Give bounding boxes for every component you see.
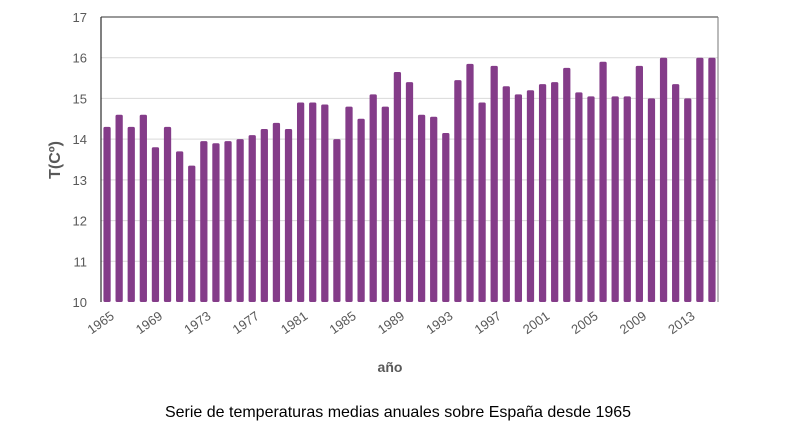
bar-1975 <box>224 141 232 302</box>
y-tick-label: 12 <box>73 214 87 229</box>
x-tick-label: 1985 <box>326 308 358 337</box>
x-tick-label: 1969 <box>133 308 165 337</box>
bar-2004 <box>575 92 583 302</box>
x-tick-label: 1973 <box>181 308 213 337</box>
bar-1995 <box>466 63 474 303</box>
y-tick-label: 16 <box>73 51 87 66</box>
bar-2014 <box>696 57 704 302</box>
bar-1986 <box>357 118 365 303</box>
y-tick-label: 11 <box>74 254 88 269</box>
y-tick-label: 17 <box>73 10 87 25</box>
bar-2011 <box>659 57 668 302</box>
x-tick-labels: 1965 1969 1973 1977 1981 1985 1989 1993 1997 2001… <box>84 308 697 337</box>
x-tick-label: 1977 <box>230 308 262 337</box>
bar-1993 <box>442 133 450 302</box>
bar-1997 <box>490 65 498 302</box>
bar-1988 <box>381 106 389 302</box>
bar-2007 <box>611 96 619 303</box>
x-tick-label: 1989 <box>375 308 407 337</box>
bar-1983 <box>321 104 329 303</box>
bar-2009 <box>635 65 643 302</box>
bar-2010 <box>647 98 656 302</box>
y-tick-label: 13 <box>73 173 87 188</box>
bar-1990 <box>405 82 414 303</box>
bar-1979 <box>272 122 281 302</box>
y-tick-labels: 10 11 12 13 14 15 16 17 <box>73 10 87 310</box>
bar-1978 <box>260 128 268 302</box>
bar-1984 <box>333 139 341 302</box>
bar-1969 <box>151 147 160 302</box>
bar-1965 <box>103 126 111 302</box>
bar-1968 <box>139 114 147 302</box>
bar-1985 <box>345 106 353 302</box>
bar-2000 <box>526 90 535 303</box>
x-tick-label: 1981 <box>278 308 310 337</box>
bar-1989 <box>393 71 402 302</box>
bar-2013 <box>684 98 692 302</box>
bar-2015 <box>708 57 716 302</box>
bar-1999 <box>514 94 523 302</box>
bar-2012 <box>672 84 680 302</box>
bar-1992 <box>430 116 438 302</box>
bar-1977 <box>248 135 256 302</box>
bar-1987 <box>369 94 377 302</box>
bar-1966 <box>115 114 123 302</box>
bar-1982 <box>309 102 317 302</box>
bar-2008 <box>623 96 631 303</box>
bar-1998 <box>502 86 510 302</box>
x-tick-label: 2013 <box>665 308 697 337</box>
x-tick-label: 1993 <box>423 308 455 337</box>
bar-2003 <box>563 67 571 303</box>
bar-1967 <box>127 126 135 302</box>
bar-1970 <box>163 126 172 302</box>
bar-2005 <box>587 96 595 303</box>
bar-1994 <box>454 80 462 302</box>
x-tick-label: 1997 <box>472 308 504 337</box>
bar-1981 <box>296 102 305 302</box>
y-tick-label: 14 <box>73 132 87 147</box>
y-axis-title: T(Cº) <box>47 141 64 179</box>
bar-1980 <box>284 128 293 302</box>
bar-1972 <box>188 165 196 302</box>
y-tick-label: 15 <box>73 91 87 106</box>
figure-caption: Serie de temperaturas medias anuales sob… <box>164 404 632 421</box>
bar-1974 <box>212 143 220 302</box>
bar-1991 <box>417 114 426 302</box>
y-tick-label: 10 <box>73 295 87 310</box>
x-tick-label: 1965 <box>84 308 116 337</box>
bar-2001 <box>538 84 547 302</box>
bars <box>103 57 716 303</box>
bar-2002 <box>551 82 559 303</box>
x-tick-label: 2009 <box>617 308 649 337</box>
x-tick-label: 2005 <box>568 308 600 337</box>
bar-1996 <box>478 102 486 302</box>
bar-1973 <box>200 141 208 302</box>
x-axis-title: año <box>378 359 403 375</box>
bar-1971 <box>176 151 184 302</box>
temperature-bar-chart: 10 11 12 13 14 15 16 17 1965 1969 1973 1977 1981 198… <box>47 10 719 375</box>
x-tick-label: 2001 <box>520 308 552 337</box>
bar-2006 <box>599 61 607 303</box>
bar-1976 <box>236 139 244 302</box>
